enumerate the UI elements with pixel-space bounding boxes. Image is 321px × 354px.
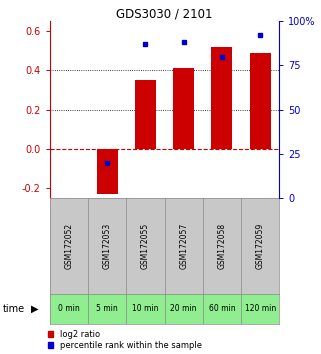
Text: 10 min: 10 min xyxy=(132,304,159,313)
Text: GSM172058: GSM172058 xyxy=(217,223,226,269)
Bar xyxy=(97,149,118,194)
Text: 5 min: 5 min xyxy=(96,304,118,313)
Text: GSM172057: GSM172057 xyxy=(179,223,188,269)
Text: 20 min: 20 min xyxy=(170,304,197,313)
Text: 60 min: 60 min xyxy=(209,304,235,313)
Text: GSM172052: GSM172052 xyxy=(65,223,74,269)
Text: 0 min: 0 min xyxy=(58,304,80,313)
Text: ▶: ▶ xyxy=(30,304,38,314)
Legend: log2 ratio, percentile rank within the sample: log2 ratio, percentile rank within the s… xyxy=(48,330,202,350)
Text: 120 min: 120 min xyxy=(245,304,276,313)
Bar xyxy=(173,68,194,149)
Text: time: time xyxy=(3,304,25,314)
Text: GSM172053: GSM172053 xyxy=(103,223,112,269)
Bar xyxy=(250,53,271,149)
Title: GDS3030 / 2101: GDS3030 / 2101 xyxy=(116,7,213,20)
Text: GSM172055: GSM172055 xyxy=(141,223,150,269)
Text: GSM172059: GSM172059 xyxy=(256,223,265,269)
Bar xyxy=(135,80,156,149)
Bar xyxy=(211,47,232,149)
